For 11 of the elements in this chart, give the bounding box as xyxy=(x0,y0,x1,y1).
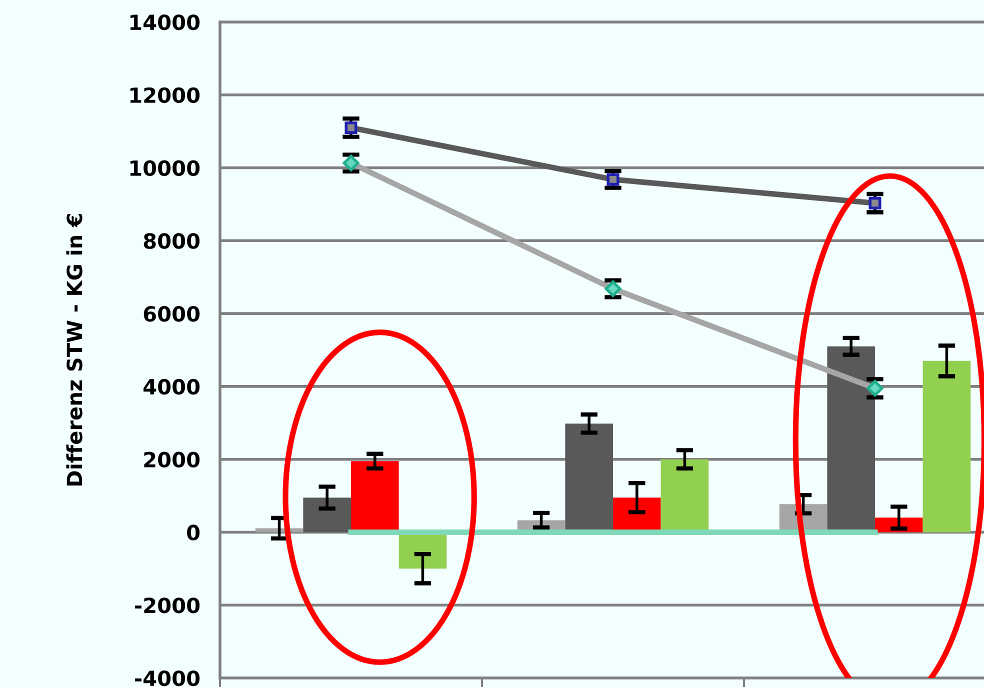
y-tick-label: 0 xyxy=(187,524,200,540)
y-tick-label: 10000 xyxy=(130,160,200,176)
y-tick-label: 2000 xyxy=(144,452,200,468)
y-axis-title: Differenz STW - KG in € xyxy=(66,214,82,486)
y-tick-label: 4000 xyxy=(144,378,200,395)
y-tick-label: 6000 xyxy=(144,306,200,322)
y-tick-label: 14000 xyxy=(130,14,200,30)
y-tick-label: -4000 xyxy=(135,670,200,686)
y-tick-label: 8000 xyxy=(144,233,200,249)
y-tick-label: -2000 xyxy=(135,598,200,614)
y-tick-label: 12000 xyxy=(130,87,200,104)
